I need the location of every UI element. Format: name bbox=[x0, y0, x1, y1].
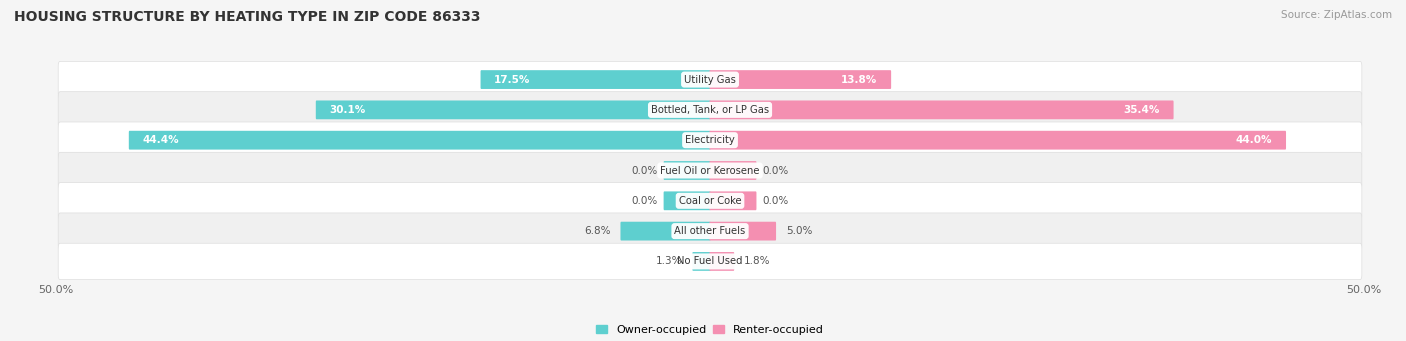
FancyBboxPatch shape bbox=[710, 222, 776, 240]
FancyBboxPatch shape bbox=[58, 61, 1362, 98]
FancyBboxPatch shape bbox=[58, 92, 1362, 128]
FancyBboxPatch shape bbox=[620, 222, 710, 240]
Text: 44.4%: 44.4% bbox=[142, 135, 179, 145]
Text: All other Fuels: All other Fuels bbox=[675, 226, 745, 236]
Text: 30.1%: 30.1% bbox=[329, 105, 366, 115]
Text: No Fuel Used: No Fuel Used bbox=[678, 256, 742, 266]
Text: 1.3%: 1.3% bbox=[657, 256, 682, 266]
Text: 17.5%: 17.5% bbox=[495, 75, 530, 85]
FancyBboxPatch shape bbox=[710, 101, 1174, 119]
Text: 35.4%: 35.4% bbox=[1123, 105, 1160, 115]
FancyBboxPatch shape bbox=[58, 122, 1362, 158]
FancyBboxPatch shape bbox=[481, 70, 710, 89]
FancyBboxPatch shape bbox=[710, 191, 756, 210]
Legend: Owner-occupied, Renter-occupied: Owner-occupied, Renter-occupied bbox=[592, 321, 828, 340]
Text: Utility Gas: Utility Gas bbox=[685, 75, 735, 85]
Text: 13.8%: 13.8% bbox=[841, 75, 877, 85]
FancyBboxPatch shape bbox=[316, 101, 710, 119]
FancyBboxPatch shape bbox=[710, 161, 756, 180]
Text: Fuel Oil or Kerosene: Fuel Oil or Kerosene bbox=[661, 165, 759, 176]
FancyBboxPatch shape bbox=[710, 252, 734, 271]
Text: HOUSING STRUCTURE BY HEATING TYPE IN ZIP CODE 86333: HOUSING STRUCTURE BY HEATING TYPE IN ZIP… bbox=[14, 10, 481, 24]
Text: Electricity: Electricity bbox=[685, 135, 735, 145]
Text: Source: ZipAtlas.com: Source: ZipAtlas.com bbox=[1281, 10, 1392, 20]
FancyBboxPatch shape bbox=[664, 191, 710, 210]
Text: 44.0%: 44.0% bbox=[1236, 135, 1272, 145]
Text: 0.0%: 0.0% bbox=[762, 196, 789, 206]
Text: 0.0%: 0.0% bbox=[762, 165, 789, 176]
FancyBboxPatch shape bbox=[710, 70, 891, 89]
Text: 6.8%: 6.8% bbox=[583, 226, 610, 236]
FancyBboxPatch shape bbox=[58, 243, 1362, 280]
FancyBboxPatch shape bbox=[692, 252, 710, 271]
Text: Bottled, Tank, or LP Gas: Bottled, Tank, or LP Gas bbox=[651, 105, 769, 115]
Text: 5.0%: 5.0% bbox=[786, 226, 813, 236]
FancyBboxPatch shape bbox=[58, 213, 1362, 249]
Text: Coal or Coke: Coal or Coke bbox=[679, 196, 741, 206]
FancyBboxPatch shape bbox=[664, 161, 710, 180]
FancyBboxPatch shape bbox=[58, 152, 1362, 189]
FancyBboxPatch shape bbox=[710, 131, 1286, 150]
Text: 1.8%: 1.8% bbox=[744, 256, 770, 266]
Text: 0.0%: 0.0% bbox=[631, 165, 658, 176]
FancyBboxPatch shape bbox=[58, 183, 1362, 219]
FancyBboxPatch shape bbox=[129, 131, 710, 150]
Text: 0.0%: 0.0% bbox=[631, 196, 658, 206]
